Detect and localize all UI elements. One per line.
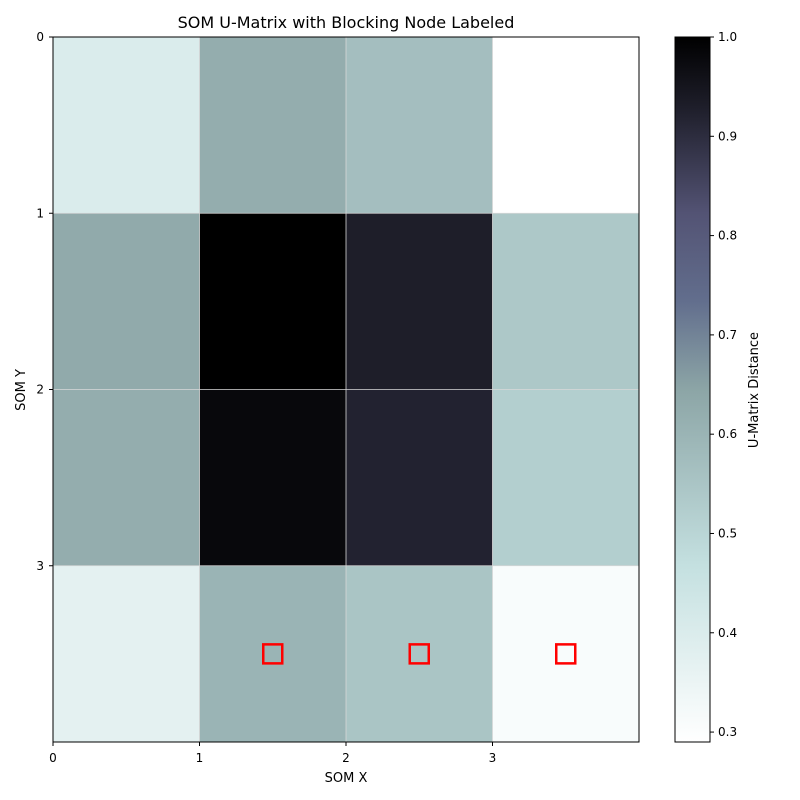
blocking-node-marker (555, 643, 577, 665)
colorbar-tick-label: 0.4 (718, 626, 737, 640)
grid-lines (53, 37, 639, 742)
colorbar-tick-label: 0.8 (718, 229, 737, 243)
heatmap-cell (53, 213, 200, 390)
heatmap-cell (53, 37, 200, 214)
colorbar-ticks: 0.3 0.4 0.5 0.6 0.7 0.8 0.9 1.0 (710, 30, 737, 739)
heatmap-cell (199, 565, 347, 743)
heatmap-cell (346, 213, 493, 390)
colorbar-tick-label: 1.0 (718, 30, 737, 44)
blocking-node-markers (262, 643, 577, 665)
heatmap-cell (199, 389, 347, 567)
heatmap-cell (346, 565, 493, 743)
heatmap-cell (346, 389, 493, 567)
colorbar-label: U-Matrix Distance (747, 332, 762, 448)
colorbar (674, 36, 711, 743)
y-axis-label: SOM Y (14, 369, 29, 411)
colorbar-tick-label: 0.5 (718, 526, 737, 540)
heatmap-cell (199, 37, 347, 214)
colorbar-tick-label: 0.3 (718, 725, 737, 739)
x-tick-label: 1 (196, 751, 204, 765)
heatmap-cell (53, 565, 200, 743)
y-tick-label: 1 (36, 206, 44, 220)
heatmap-cell (492, 37, 640, 214)
x-axis-label: SOM X (325, 771, 368, 786)
y-tick-label: 0 (36, 30, 44, 44)
heatmap-cells (53, 37, 640, 743)
x-tick-label: 0 (49, 751, 57, 765)
heatmap-cell (492, 565, 640, 743)
heatmap-cell (346, 37, 493, 214)
heatmap-cell (53, 389, 200, 567)
x-axis-ticks: 0 1 2 3 (49, 742, 496, 765)
y-tick-label: 3 (36, 559, 44, 573)
heatmap-cell (199, 213, 347, 390)
blocking-node-marker (262, 643, 284, 665)
colorbar-tick-label: 0.9 (718, 129, 737, 143)
heatmap-cell (492, 389, 640, 567)
x-tick-label: 3 (489, 751, 497, 765)
y-tick-label: 2 (36, 383, 44, 397)
colorbar-tick-label: 0.6 (718, 427, 737, 441)
x-tick-label: 2 (342, 751, 350, 765)
blocking-node-marker (408, 643, 430, 665)
colorbar-tick-label: 0.7 (718, 328, 737, 342)
chart-title: SOM U-Matrix with Blocking Node Labeled (178, 13, 515, 32)
heatmap-cell (492, 213, 640, 390)
y-axis-ticks: 0 1 2 3 (36, 30, 53, 573)
